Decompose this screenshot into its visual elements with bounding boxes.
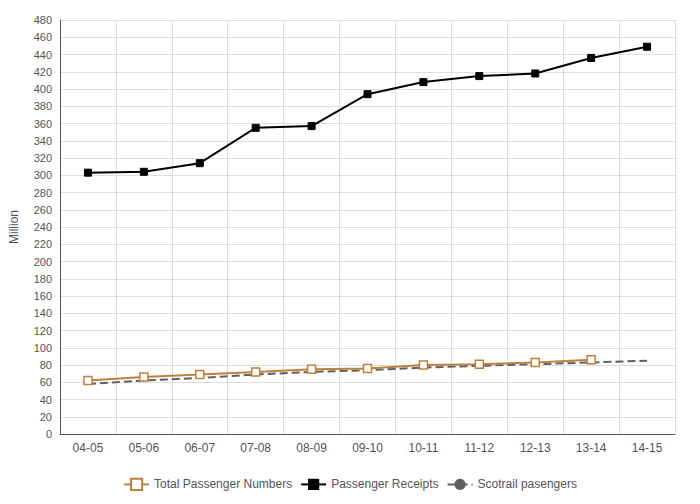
svg-text:460: 460 [34,31,52,43]
svg-text:Scotrail pasengers: Scotrail pasengers [478,477,577,491]
svg-text:12-13: 12-13 [520,441,551,455]
svg-text:14-15: 14-15 [632,441,663,455]
svg-text:10-11: 10-11 [409,441,439,455]
svg-text:220: 220 [34,238,52,250]
svg-text:160: 160 [34,290,52,302]
svg-text:360: 360 [34,118,52,130]
svg-text:440: 440 [34,49,52,61]
svg-text:400: 400 [34,83,52,95]
svg-text:40: 40 [40,394,52,406]
svg-text:100: 100 [34,342,52,354]
svg-text:08-09: 08-09 [296,441,327,455]
svg-text:60: 60 [40,376,52,388]
svg-text:Million: Million [7,210,21,244]
svg-text:120: 120 [34,325,52,337]
svg-text:260: 260 [34,204,52,216]
svg-text:180: 180 [34,273,52,285]
svg-text:420: 420 [34,66,52,78]
svg-text:300: 300 [34,169,52,181]
svg-text:240: 240 [34,221,52,233]
svg-text:05-06: 05-06 [129,441,160,455]
svg-text:Total Passenger Numbers: Total Passenger Numbers [154,477,292,491]
svg-text:200: 200 [34,256,52,268]
svg-text:320: 320 [34,152,52,164]
svg-text:0: 0 [46,428,52,440]
svg-text:20: 20 [40,411,52,423]
svg-text:280: 280 [34,187,52,199]
svg-text:80: 80 [40,359,52,371]
svg-text:480: 480 [34,14,52,26]
svg-text:09-10: 09-10 [352,441,383,455]
svg-text:Passenger Receipts: Passenger Receipts [331,477,438,491]
svg-text:07-08: 07-08 [240,441,271,455]
svg-text:13-14: 13-14 [576,441,607,455]
svg-text:04-05: 04-05 [73,441,104,455]
svg-text:380: 380 [34,100,52,112]
svg-text:340: 340 [34,135,52,147]
svg-text:06-07: 06-07 [184,441,215,455]
svg-text:140: 140 [34,307,52,319]
svg-text:11-12: 11-12 [464,441,494,455]
